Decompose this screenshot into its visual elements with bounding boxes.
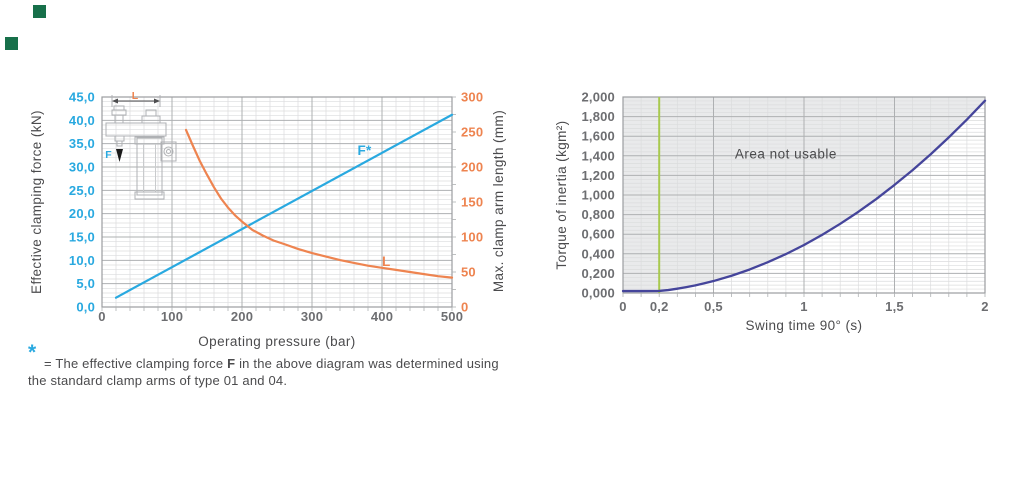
x-tick-label: 300	[301, 309, 323, 324]
y-tick-label: 1,000	[581, 188, 615, 203]
inertia-chart: 0 0,2 0,5 1 1,5 2 0,000 0,200 0,400 0,600 0,800 1,0…	[554, 90, 989, 334]
inertia-limit-curve	[621, 99, 987, 293]
x-tick-label: 400	[371, 309, 393, 324]
y-tick-label: 15,0	[69, 230, 95, 245]
x-tick-label: 1	[800, 299, 807, 314]
y-tick-label: 0,000	[581, 286, 615, 301]
y-tick-label: 0,400	[581, 246, 615, 261]
effective-clamping-force-curve	[114, 113, 454, 299]
footnote-line2: the standard clamp arms of type 01 and 0…	[28, 373, 288, 388]
footnote-line1: = The effective clamping force F in the …	[44, 356, 499, 371]
y-tick-label: 1,600	[581, 129, 615, 144]
piston-nut-top	[145, 109, 157, 117]
y-tick-label: 0,0	[76, 300, 95, 315]
port-block	[160, 141, 177, 162]
f-curve-label: F*	[358, 143, 372, 158]
body-flange-bottom	[134, 191, 165, 200]
x-tick-label: 0,2	[650, 299, 669, 314]
y2-tick-label: 150	[461, 195, 483, 210]
x-tick-label: 200	[231, 309, 253, 324]
y-tick-label: 20,0	[69, 206, 95, 221]
x-axis-title: Swing time 90° (s)	[746, 318, 863, 333]
max-clamp-arm-length-curve	[184, 128, 454, 279]
y-tick-label: 10,0	[69, 253, 95, 268]
y2-tick-label: 0	[461, 300, 468, 315]
y-tick-label: 5,0	[76, 276, 95, 291]
x-tick-label: 1,5	[885, 299, 904, 314]
y-tick-label: 1,800	[581, 109, 615, 124]
y2-axis-title: Max. clamp arm length (mm)	[491, 110, 506, 292]
y2-tick-label: 200	[461, 160, 483, 175]
x-tick-label: 0	[619, 299, 626, 314]
footnote-line1-post: in the above diagram was determined usin…	[235, 356, 499, 371]
bolt-shank	[114, 114, 124, 124]
cylinder-body	[136, 137, 163, 196]
x-tick-label: 2	[981, 299, 988, 314]
y-tick-label: 0,200	[581, 266, 615, 281]
logo-square-top	[33, 5, 46, 18]
y2-tick-label: 100	[461, 230, 483, 245]
y-tick-label: 35,0	[69, 136, 95, 151]
footnote-line1-pre: = The effective clamping force	[44, 356, 228, 371]
swing-clamp-diagram-icon: L F	[105, 90, 177, 200]
y2-tick-label: 300	[461, 90, 483, 105]
x-tick-label: 0,5	[704, 299, 723, 314]
y-tick-label: 30,0	[69, 160, 95, 175]
footnote-line1-bold-f: F	[227, 356, 236, 371]
clamp-arm	[105, 122, 167, 137]
x-tick-label: 500	[441, 309, 463, 324]
clamp-force-label: F	[105, 149, 112, 161]
y-axis-title: Effective clamping force (kN)	[29, 110, 44, 294]
piston-nut	[141, 115, 161, 124]
body-flange-top	[134, 136, 165, 145]
y-tick-label: 25,0	[69, 183, 95, 198]
clamp-arm-length-label: L	[132, 90, 139, 102]
port-circle-outer	[163, 146, 174, 157]
footnote-asterisk: *	[28, 341, 37, 364]
y-tick-label: 1,200	[581, 168, 615, 183]
port-circle-inner	[166, 149, 171, 154]
x-tick-label: 100	[161, 309, 183, 324]
force-arrow-icon	[116, 149, 123, 162]
x-tick-label: 0	[98, 309, 105, 324]
y-axis-title: Torque of inertia (kgm²)	[554, 120, 569, 269]
dim-arrow-right-icon	[154, 98, 160, 104]
dim-arrow-left-icon	[112, 98, 118, 104]
clamping-chart: L F 0 100 200 300 400 5000,05,010,015,020,025…	[29, 90, 506, 350]
contact-pin-tip	[116, 140, 123, 147]
charts-canvas: L F 0 100 200 300 400 5000,05,010,015,020,025…	[29, 90, 989, 350]
x-axis-title: Operating pressure (bar)	[198, 334, 355, 349]
y2-tick-label: 50	[461, 265, 476, 280]
y-tick-label: 2,000	[581, 90, 615, 105]
y-tick-label: 1,400	[581, 148, 615, 163]
l-curve-label: L	[382, 254, 390, 269]
area-not-usable-label: Area not usable	[735, 147, 837, 162]
y-tick-label: 0,800	[581, 207, 615, 222]
y2-tick-label: 250	[461, 125, 483, 140]
y-tick-label: 45,0	[69, 90, 95, 105]
logo-square-bottom	[5, 37, 18, 50]
y-tick-label: 40,0	[69, 113, 95, 128]
y-tick-label: 0,600	[581, 227, 615, 242]
